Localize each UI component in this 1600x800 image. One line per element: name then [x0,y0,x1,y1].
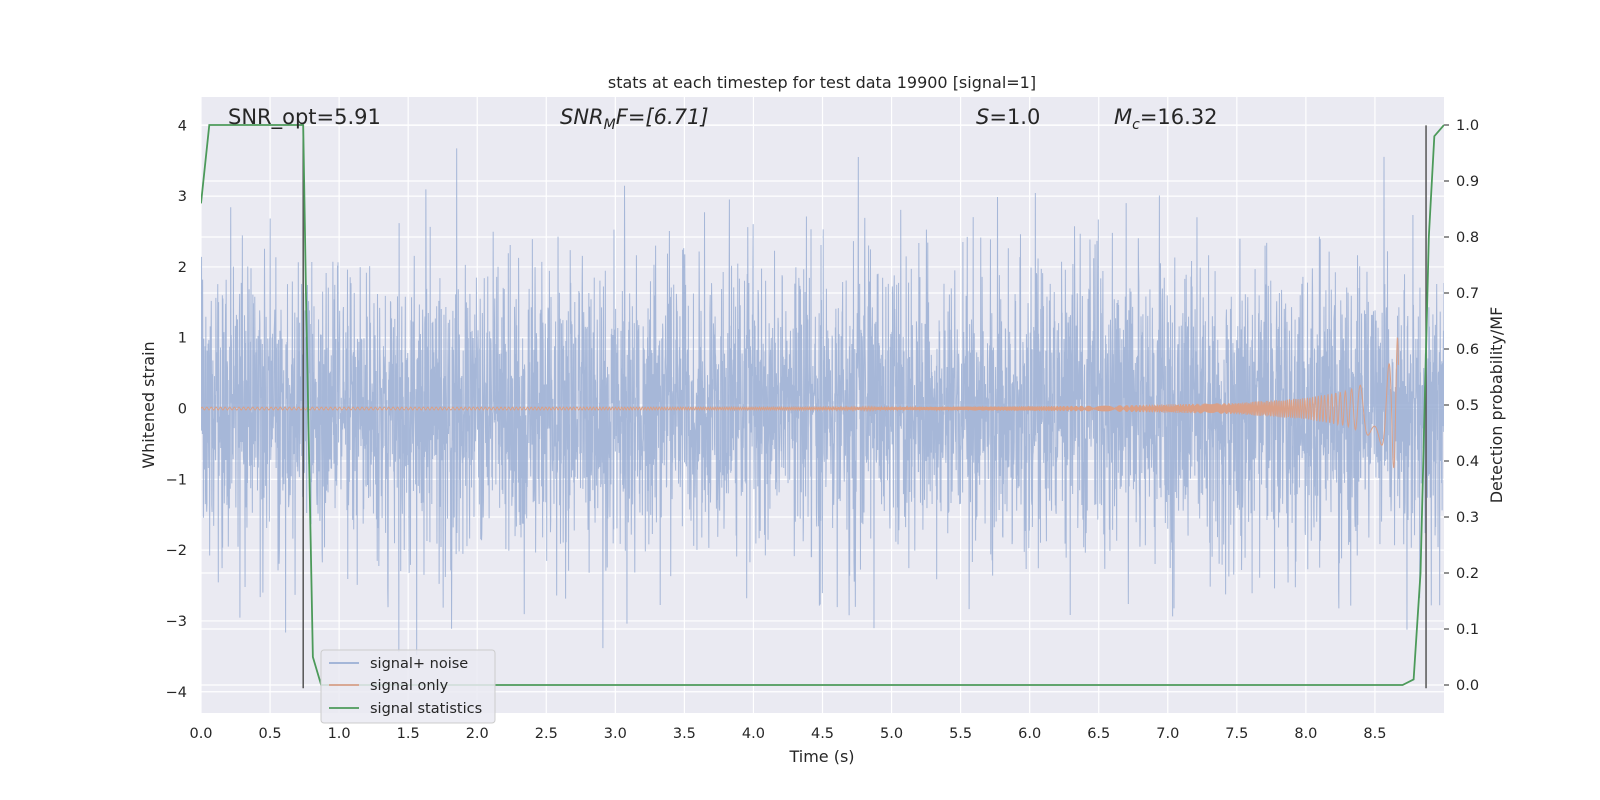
y-tick-label: 2 [178,260,187,276]
x-tick-label: 0.0 [189,726,212,742]
annotation-mc-sub: c [1132,117,1140,133]
y2-tick-label: 0.6 [1456,342,1479,358]
annotation-snr-opt: SNR_opt=5.91 [228,105,381,130]
annotation-snr-mf-rest: F=[6.71] [616,105,709,129]
annotation-s-italic: S [976,105,989,129]
annotation-s: S=1.0 [976,105,1040,129]
y2-tick-label: 0.7 [1456,286,1479,302]
y2-tick-label: 0.5 [1456,398,1479,414]
annotation-snr-mf-main: SNR [560,105,604,129]
legend-label-signal-noise: signal+ noise [370,656,468,672]
y-tick-label: −3 [166,614,187,630]
y2-tick-label: 0.0 [1456,678,1479,694]
x-tick-label: 0.5 [259,726,282,742]
y2-tick-label: 0.2 [1456,566,1479,582]
y-tick-label: 0 [178,402,187,418]
y2-tick-label: 0.9 [1456,174,1479,190]
x-tick-label: 8.0 [1294,726,1317,742]
signal-noise-series [201,148,1444,655]
annotation-mc-main: M [1114,105,1132,129]
y-tick-label: −1 [166,472,187,488]
y2-tick-label: 1.0 [1456,118,1479,134]
y2-axis-label: Detection probability/MF [1487,307,1506,504]
y2-axis-ticks: 1.0 0.9 0.8 0.7 0.6 0.5 0.4 0.3 0.2 0.1 0.0 [1444,118,1479,694]
chart-title: stats at each timestep for test data 199… [608,73,1036,92]
x-tick-label: 4.5 [811,726,834,742]
x-tick-label: 2.5 [535,726,558,742]
y-axis-ticks: 4 3 2 1 0 −1 −2 −3 −4 [166,118,187,700]
x-tick-label: 4.0 [742,726,765,742]
annotation-snr-mf: SNRMF=[6.71] [560,105,709,133]
y2-tick-label: 0.8 [1456,230,1479,246]
y2-tick-label: 0.3 [1456,510,1479,526]
x-axis-ticks: 0.0 0.5 1.0 1.5 2.0 2.5 3.0 3.5 4.0 4.5 5.0 5.5 6.0 6… [189,726,1386,742]
x-tick-label: 8.5 [1363,726,1386,742]
annotation-s-rest: =1.0 [989,105,1040,129]
x-tick-label: 6.0 [1018,726,1041,742]
y-tick-label: −2 [166,543,187,559]
x-tick-label: 6.5 [1087,726,1110,742]
x-tick-label: 5.0 [880,726,903,742]
x-tick-label: 3.0 [604,726,627,742]
legend-label-signal-only: signal only [370,678,449,694]
legend-frame [320,649,496,724]
x-tick-label: 7.5 [1225,726,1248,742]
y-axis-label: Whitened strain [139,341,158,468]
x-tick-label: 7.0 [1156,726,1179,742]
annotation-snr-mf-sub: M [604,117,616,133]
y2-tick-label: 0.1 [1456,622,1479,638]
annotation-mc: Mc=16.32 [1114,105,1218,133]
legend: signal+ noise signal only signal statist… [320,649,496,724]
y2-tick-label: 0.4 [1456,454,1479,470]
annotation-mc-rest: =16.32 [1140,105,1218,129]
legend-label-signal-statistics: signal statistics [370,701,482,717]
y-tick-label: 4 [178,118,187,134]
y-tick-label: 1 [178,331,187,347]
x-axis-label: Time (s) [788,747,854,766]
x-tick-label: 3.5 [673,726,696,742]
y-tick-label: −4 [166,685,187,701]
x-tick-label: 2.0 [466,726,489,742]
signal-only-series [201,336,1399,469]
x-tick-label: 1.5 [397,726,420,742]
y-tick-label: 3 [178,189,187,205]
x-tick-label: 5.5 [949,726,972,742]
x-tick-label: 1.0 [328,726,351,742]
